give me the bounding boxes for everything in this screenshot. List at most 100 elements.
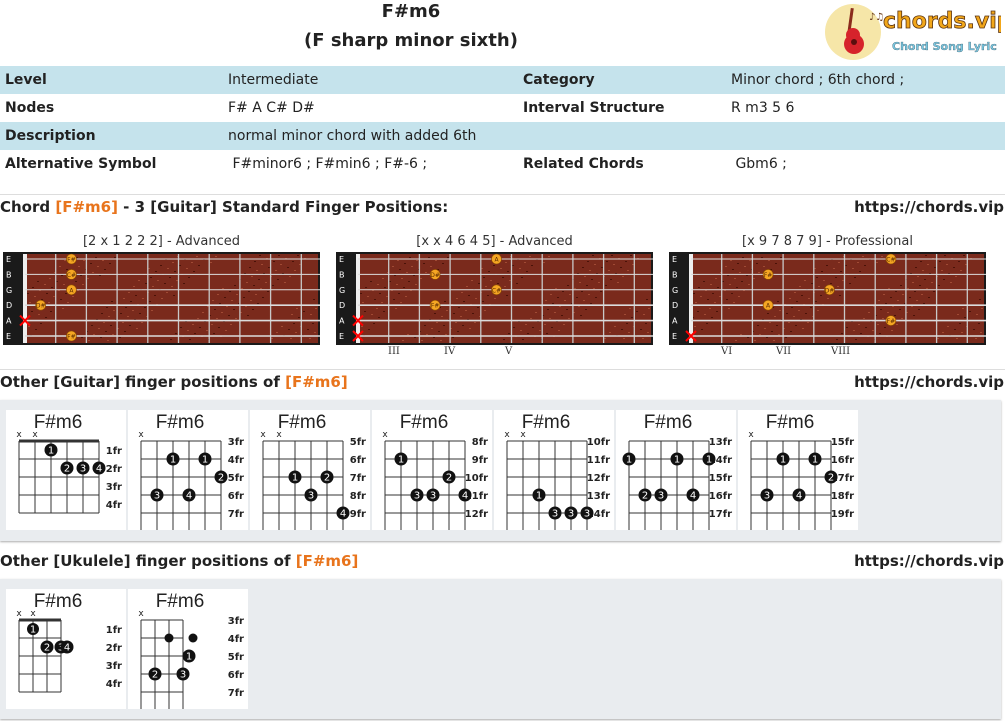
note-marker[interactable]: A xyxy=(491,253,502,265)
chord-link[interactable]: [F#m6] xyxy=(285,373,348,391)
site-link[interactable]: https://chords.vip xyxy=(854,552,1004,570)
diagram-title: F#m6 xyxy=(156,412,205,433)
chord-link[interactable]: [F#m6] xyxy=(55,198,118,216)
chord-link[interactable]: [F#m6] xyxy=(295,552,359,570)
string-label: D xyxy=(339,301,345,310)
finger-number: 3 xyxy=(552,509,558,520)
note-label: C# xyxy=(886,257,895,264)
note-marker[interactable]: A xyxy=(66,284,77,296)
fret-number: 7fr xyxy=(350,473,366,484)
note-marker[interactable]: C# xyxy=(885,253,897,265)
string-label: A xyxy=(6,317,12,326)
note-marker[interactable]: F# xyxy=(66,253,77,265)
finger-dot: 4 xyxy=(458,488,472,502)
mute-x-icon xyxy=(352,314,364,327)
finger-dot: 3 xyxy=(548,506,562,520)
fret-number: 18fr xyxy=(831,491,854,502)
finger-number: 4 xyxy=(462,491,468,502)
string-label: B xyxy=(6,270,12,279)
guitar-chord-diagram[interactable]: F#m6 x 8fr 9fr 10fr 11fr 12fr 1 2 3 3 4 xyxy=(372,410,492,532)
mute-marker: x xyxy=(138,430,144,440)
fretboard-title: [x x 4 6 4 5] - Advanced xyxy=(416,234,573,249)
fret-number: 11fr xyxy=(465,491,488,502)
chord-full-name: (F sharp minor sixth) xyxy=(304,30,518,51)
note-marker[interactable]: F# xyxy=(885,315,897,326)
note-label: C# xyxy=(492,287,501,294)
note-marker[interactable]: F# xyxy=(429,299,441,311)
finger-dot: 3 xyxy=(176,667,190,681)
finger-number: 2 xyxy=(218,473,224,484)
finger-number: 3 xyxy=(80,464,86,475)
finger-dot: 1 xyxy=(532,488,546,502)
guitar-chord-diagram[interactable]: F#m6 x x 1fr 2fr 3fr 4fr 1 2 3 4 xyxy=(6,410,126,530)
fret-number: 6fr xyxy=(228,670,244,681)
info-value: Gbm6 ; xyxy=(731,156,787,172)
guitar-chord-diagram[interactable]: F#m6 13fr 14fr 15fr 16fr 17fr 1 1 1 2 3 4 xyxy=(616,410,736,532)
info-label: Description xyxy=(5,128,96,144)
standard-positions-heading: Chord [F#m6] - 3 [Guitar] Standard Finge… xyxy=(0,198,1005,216)
finger-number: 2 xyxy=(642,491,648,502)
string-label: G xyxy=(339,286,345,295)
finger-dot: 4 xyxy=(792,488,806,502)
finger-dot: 1 xyxy=(808,452,822,466)
guitar-chord-diagram[interactable]: F#m6 x x 5fr 6fr 7fr 8fr 9fr 1 2 3 4 xyxy=(250,410,370,532)
finger-number: 2 xyxy=(44,643,50,654)
note-marker[interactable]: D# xyxy=(35,299,47,311)
info-row-description: Description normal minor chord with adde… xyxy=(0,122,1005,150)
note-marker[interactable]: D# xyxy=(429,269,441,280)
finger-number: 2 xyxy=(828,473,834,484)
finger-number: 3 xyxy=(180,670,186,681)
string-label: A xyxy=(672,317,678,326)
note-marker[interactable]: F# xyxy=(762,269,774,280)
note-marker[interactable]: C# xyxy=(491,284,502,296)
note-marker[interactable]: F# xyxy=(66,330,77,342)
finger-dot: 2 xyxy=(214,470,228,484)
heading-text: Other [Ukulele] finger positions of xyxy=(0,552,296,570)
note-label: F# xyxy=(887,318,895,325)
guitar-chord-diagram[interactable]: F#m6 x x 10fr 11fr 12fr 13fr 14fr 1 3 3 3 xyxy=(494,410,614,532)
finger-dot: 3 xyxy=(76,461,90,475)
finger-number: 3 xyxy=(764,491,770,502)
finger-dot: 3 xyxy=(150,488,164,502)
chords-vip-logo[interactable]: ♪♫ chords.vip Chord Song Lyric xyxy=(823,2,1001,62)
note-label: F# xyxy=(67,334,75,341)
fret-number: 17fr xyxy=(831,473,854,484)
string-label: B xyxy=(672,270,678,279)
info-value: R m3 5 6 xyxy=(731,100,795,116)
fret-number: 14fr xyxy=(709,455,732,466)
finger-dot: 3 xyxy=(410,488,424,502)
finger-number: 3 xyxy=(308,491,314,502)
finger-dot: 3 xyxy=(426,488,440,502)
fret-number: 16fr xyxy=(831,455,854,466)
fretboard-wood xyxy=(691,254,984,343)
finger-number: 2 xyxy=(152,670,158,681)
finger-dot: 1 xyxy=(166,452,180,466)
logo-text: chords.vip xyxy=(883,9,1001,34)
note-marker[interactable]: A xyxy=(762,299,774,311)
string-label: B xyxy=(339,270,345,279)
fret-number: 1fr xyxy=(106,625,122,636)
finger-number: 3 xyxy=(658,491,664,502)
site-link[interactable]: https://chords.vip xyxy=(854,373,1004,391)
site-link[interactable]: https://chords.vip xyxy=(854,198,1004,216)
note-label: D# xyxy=(430,272,440,279)
guitar-chord-diagram[interactable]: F#m6 x 3fr 4fr 5fr 6fr 7fr 1 1 2 3 4 xyxy=(128,410,248,532)
diagram-title: F#m6 xyxy=(644,412,693,433)
diagram-title: F#m6 xyxy=(400,412,449,433)
note-label: F# xyxy=(431,303,439,310)
note-marker[interactable]: D# xyxy=(824,284,835,296)
finger-dot: 4 xyxy=(60,640,74,654)
guitar-chord-diagram[interactable]: F#m6 x 15fr 16fr 17fr 18fr 19fr 1 1 2 3 4 xyxy=(738,410,858,532)
ukulele-chord-diagram[interactable]: F#m6 x 3fr 4fr 5fr 6fr 7fr 1 2 3 xyxy=(128,589,248,711)
finger-dot: 1 xyxy=(288,470,302,484)
logo-subtext: Chord Song Lyric xyxy=(892,40,997,53)
mute-x-icon xyxy=(685,330,697,342)
note-marker[interactable]: C# xyxy=(66,269,77,280)
fret-number: 2fr xyxy=(106,643,122,654)
info-label: Interval Structure xyxy=(523,100,665,116)
finger-number: 1 xyxy=(48,446,54,457)
